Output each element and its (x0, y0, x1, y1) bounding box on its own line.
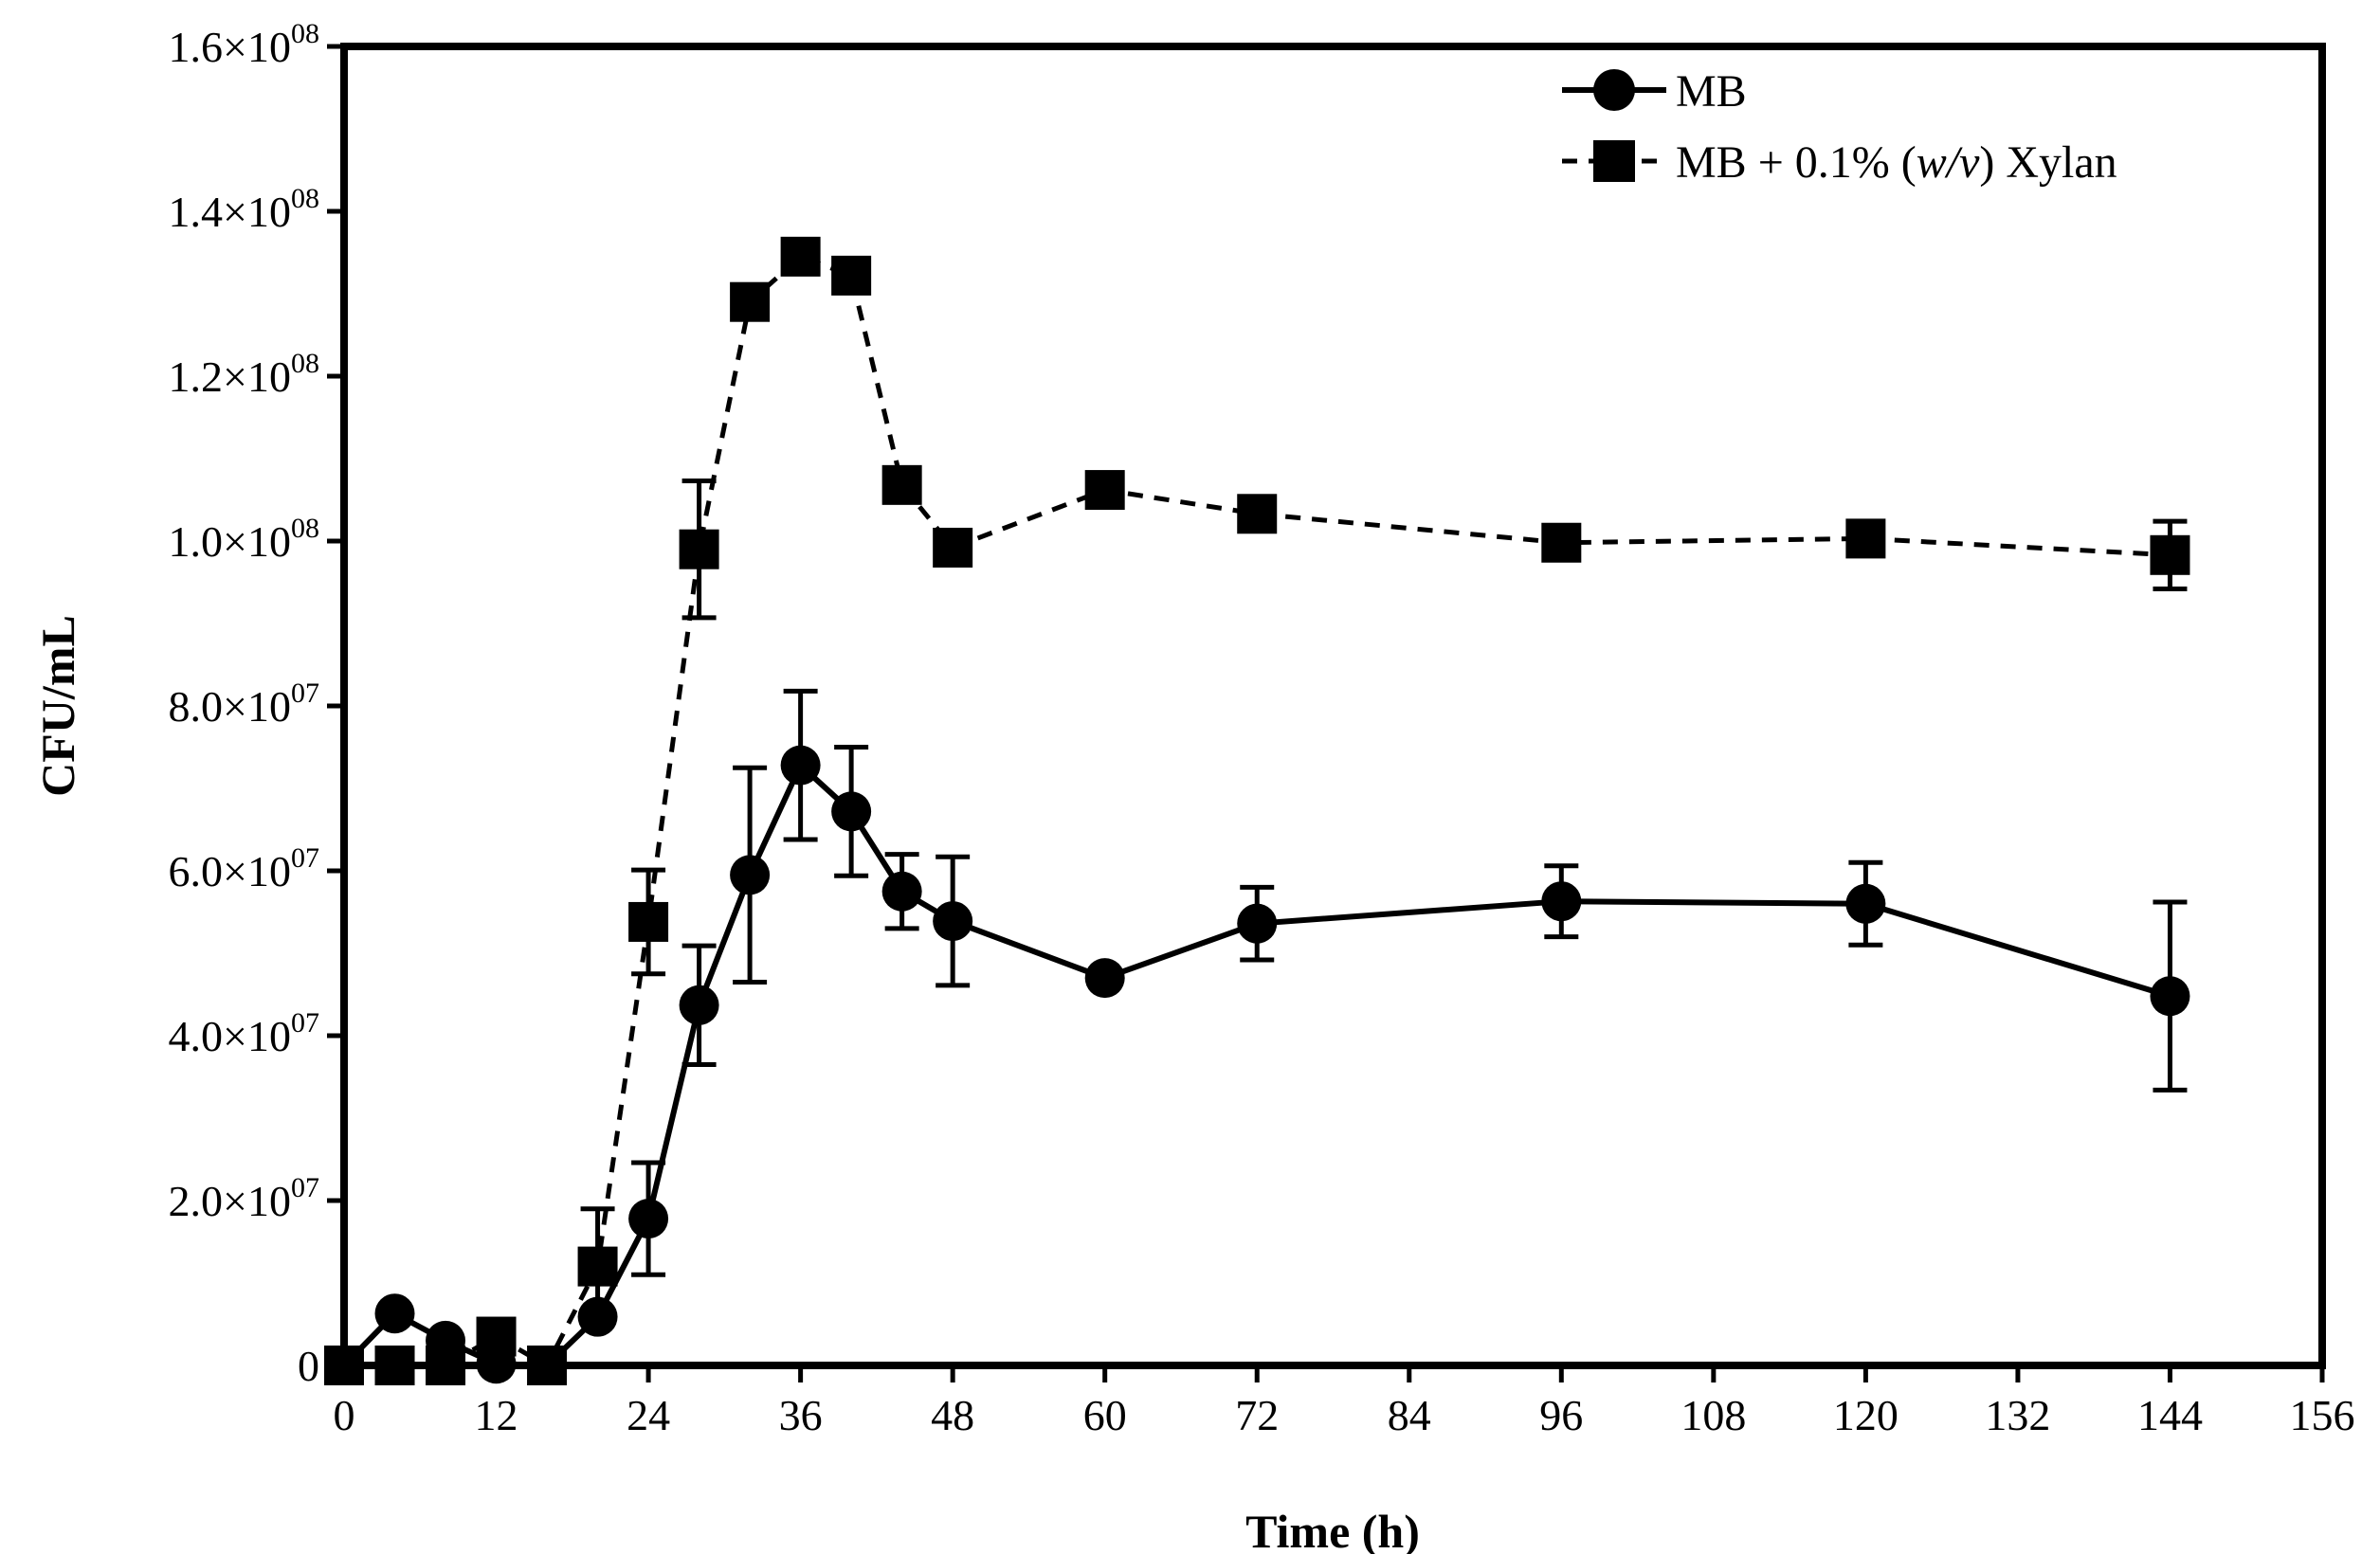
x-tick-label: 0 (334, 1391, 355, 1439)
mb-data-point (1541, 881, 1582, 922)
xylan-data-point (679, 529, 719, 569)
x-tick-label: 120 (1833, 1391, 1899, 1439)
y-tick-exponent: 08 (291, 513, 319, 544)
y-tick-label: 6.0×1007 (169, 842, 319, 895)
y-tick-label: 1.4×1008 (169, 183, 319, 236)
y-tick-mantissa: 4.0×10 (169, 1012, 291, 1060)
y-tick-label: 0 (298, 1342, 319, 1390)
y-tick-mantissa: 1.2×10 (169, 352, 291, 401)
xylan-data-point (2150, 534, 2190, 575)
xylan-data-point (1541, 522, 1582, 563)
mb-data-point (780, 745, 821, 786)
xylan-data-point (1845, 518, 1886, 559)
series-layer (324, 236, 2190, 1385)
xylan-data-point (577, 1246, 618, 1287)
y-tick-mantissa: 2.0×10 (169, 1177, 291, 1225)
y-tick-mantissa: 8.0×10 (169, 682, 291, 731)
legend: MB MB + 0.1% (w/v) Xylan (1562, 66, 2117, 188)
x-tick-label: 144 (2137, 1391, 2203, 1439)
series-xylan (324, 236, 2190, 1385)
y-tick-label: 2.0×1007 (169, 1172, 319, 1225)
y-tick-exponent: 07 (291, 678, 319, 709)
legend-xylan-prefix: MB + 0.1% ( (1676, 137, 1917, 188)
y-tick-label: 1.2×1008 (169, 348, 319, 401)
xylan-series-line (344, 253, 2171, 1369)
x-axis-title: Time (h) (1245, 1505, 1420, 1554)
y-tick-exponent: 07 (291, 842, 319, 874)
x-tick-label: 48 (931, 1391, 974, 1439)
mb-data-point (730, 855, 771, 895)
xylan-data-point (780, 236, 821, 277)
axes-layer: 0 12 24 36 48 60 72 84 96 108 120 132 144 15602.0×100… (169, 18, 2355, 1439)
y-tick-mantissa: 6.0×10 (169, 847, 291, 895)
y-tick-label: 8.0×1007 (169, 678, 319, 731)
legend-xylan-label: MB + 0.1% (w/v) Xylan (1676, 137, 2117, 188)
mb-series-line (341, 760, 2171, 1369)
mb-data-point (1845, 883, 1886, 924)
mb-data-point (1237, 903, 1278, 944)
y-axis-title: CFU/mL (31, 615, 84, 797)
plot-frame (340, 43, 2326, 1369)
y-tick-exponent: 08 (291, 348, 319, 379)
y-tick-exponent: 08 (291, 183, 319, 214)
x-tick-label: 12 (475, 1391, 518, 1439)
mb-data-point (881, 871, 922, 912)
y-tick-mantissa: 1.6×10 (169, 23, 291, 71)
legend-mb-label: MB (1676, 66, 1747, 117)
y-tick-label: 1.0×1008 (169, 513, 319, 566)
x-tick-label: 84 (1388, 1391, 1431, 1439)
x-tick-label: 24 (627, 1391, 670, 1439)
xylan-data-point (1084, 470, 1125, 511)
legend-mb-marker (1593, 69, 1635, 111)
mb-data-point (933, 901, 973, 942)
legend-xylan-suffix: ) Xylan (1979, 137, 2117, 188)
xylan-data-point (476, 1316, 517, 1357)
xylan-data-point (628, 901, 669, 942)
mb-data-point (679, 985, 719, 1025)
xylan-data-point (881, 464, 922, 505)
y-tick-mantissa: 0 (298, 1342, 319, 1390)
legend-xylan-marker (1593, 140, 1635, 182)
x-tick-label: 108 (1681, 1391, 1746, 1439)
x-tick-label: 132 (1985, 1391, 2050, 1439)
y-tick-mantissa: 1.4×10 (169, 188, 291, 236)
x-tick-label: 60 (1083, 1391, 1127, 1439)
y-tick-label: 4.0×1007 (169, 1007, 319, 1060)
series-mb (324, 688, 2190, 1385)
xylan-data-point (831, 255, 872, 296)
y-tick-exponent: 08 (291, 18, 319, 49)
x-tick-label: 96 (1539, 1391, 1583, 1439)
xylan-data-point (933, 527, 973, 568)
mb-data-point (374, 1293, 415, 1334)
x-tick-label: 156 (2290, 1391, 2355, 1439)
mb-data-point (2150, 976, 2190, 1017)
mb-data-point (1084, 958, 1125, 999)
legend-xylan-italic: w/v (1917, 137, 1980, 188)
mb-data-point (831, 791, 872, 832)
y-tick-label: 1.6×1008 (169, 18, 319, 71)
y-tick-exponent: 07 (291, 1007, 319, 1039)
y-tick-exponent: 07 (291, 1172, 319, 1203)
y-tick-mantissa: 1.0×10 (169, 517, 291, 566)
xylan-data-point (730, 281, 771, 322)
x-tick-label: 72 (1235, 1391, 1279, 1439)
xylan-data-point (1237, 494, 1278, 534)
x-tick-label: 36 (779, 1391, 823, 1439)
mb-data-point (628, 1199, 669, 1239)
